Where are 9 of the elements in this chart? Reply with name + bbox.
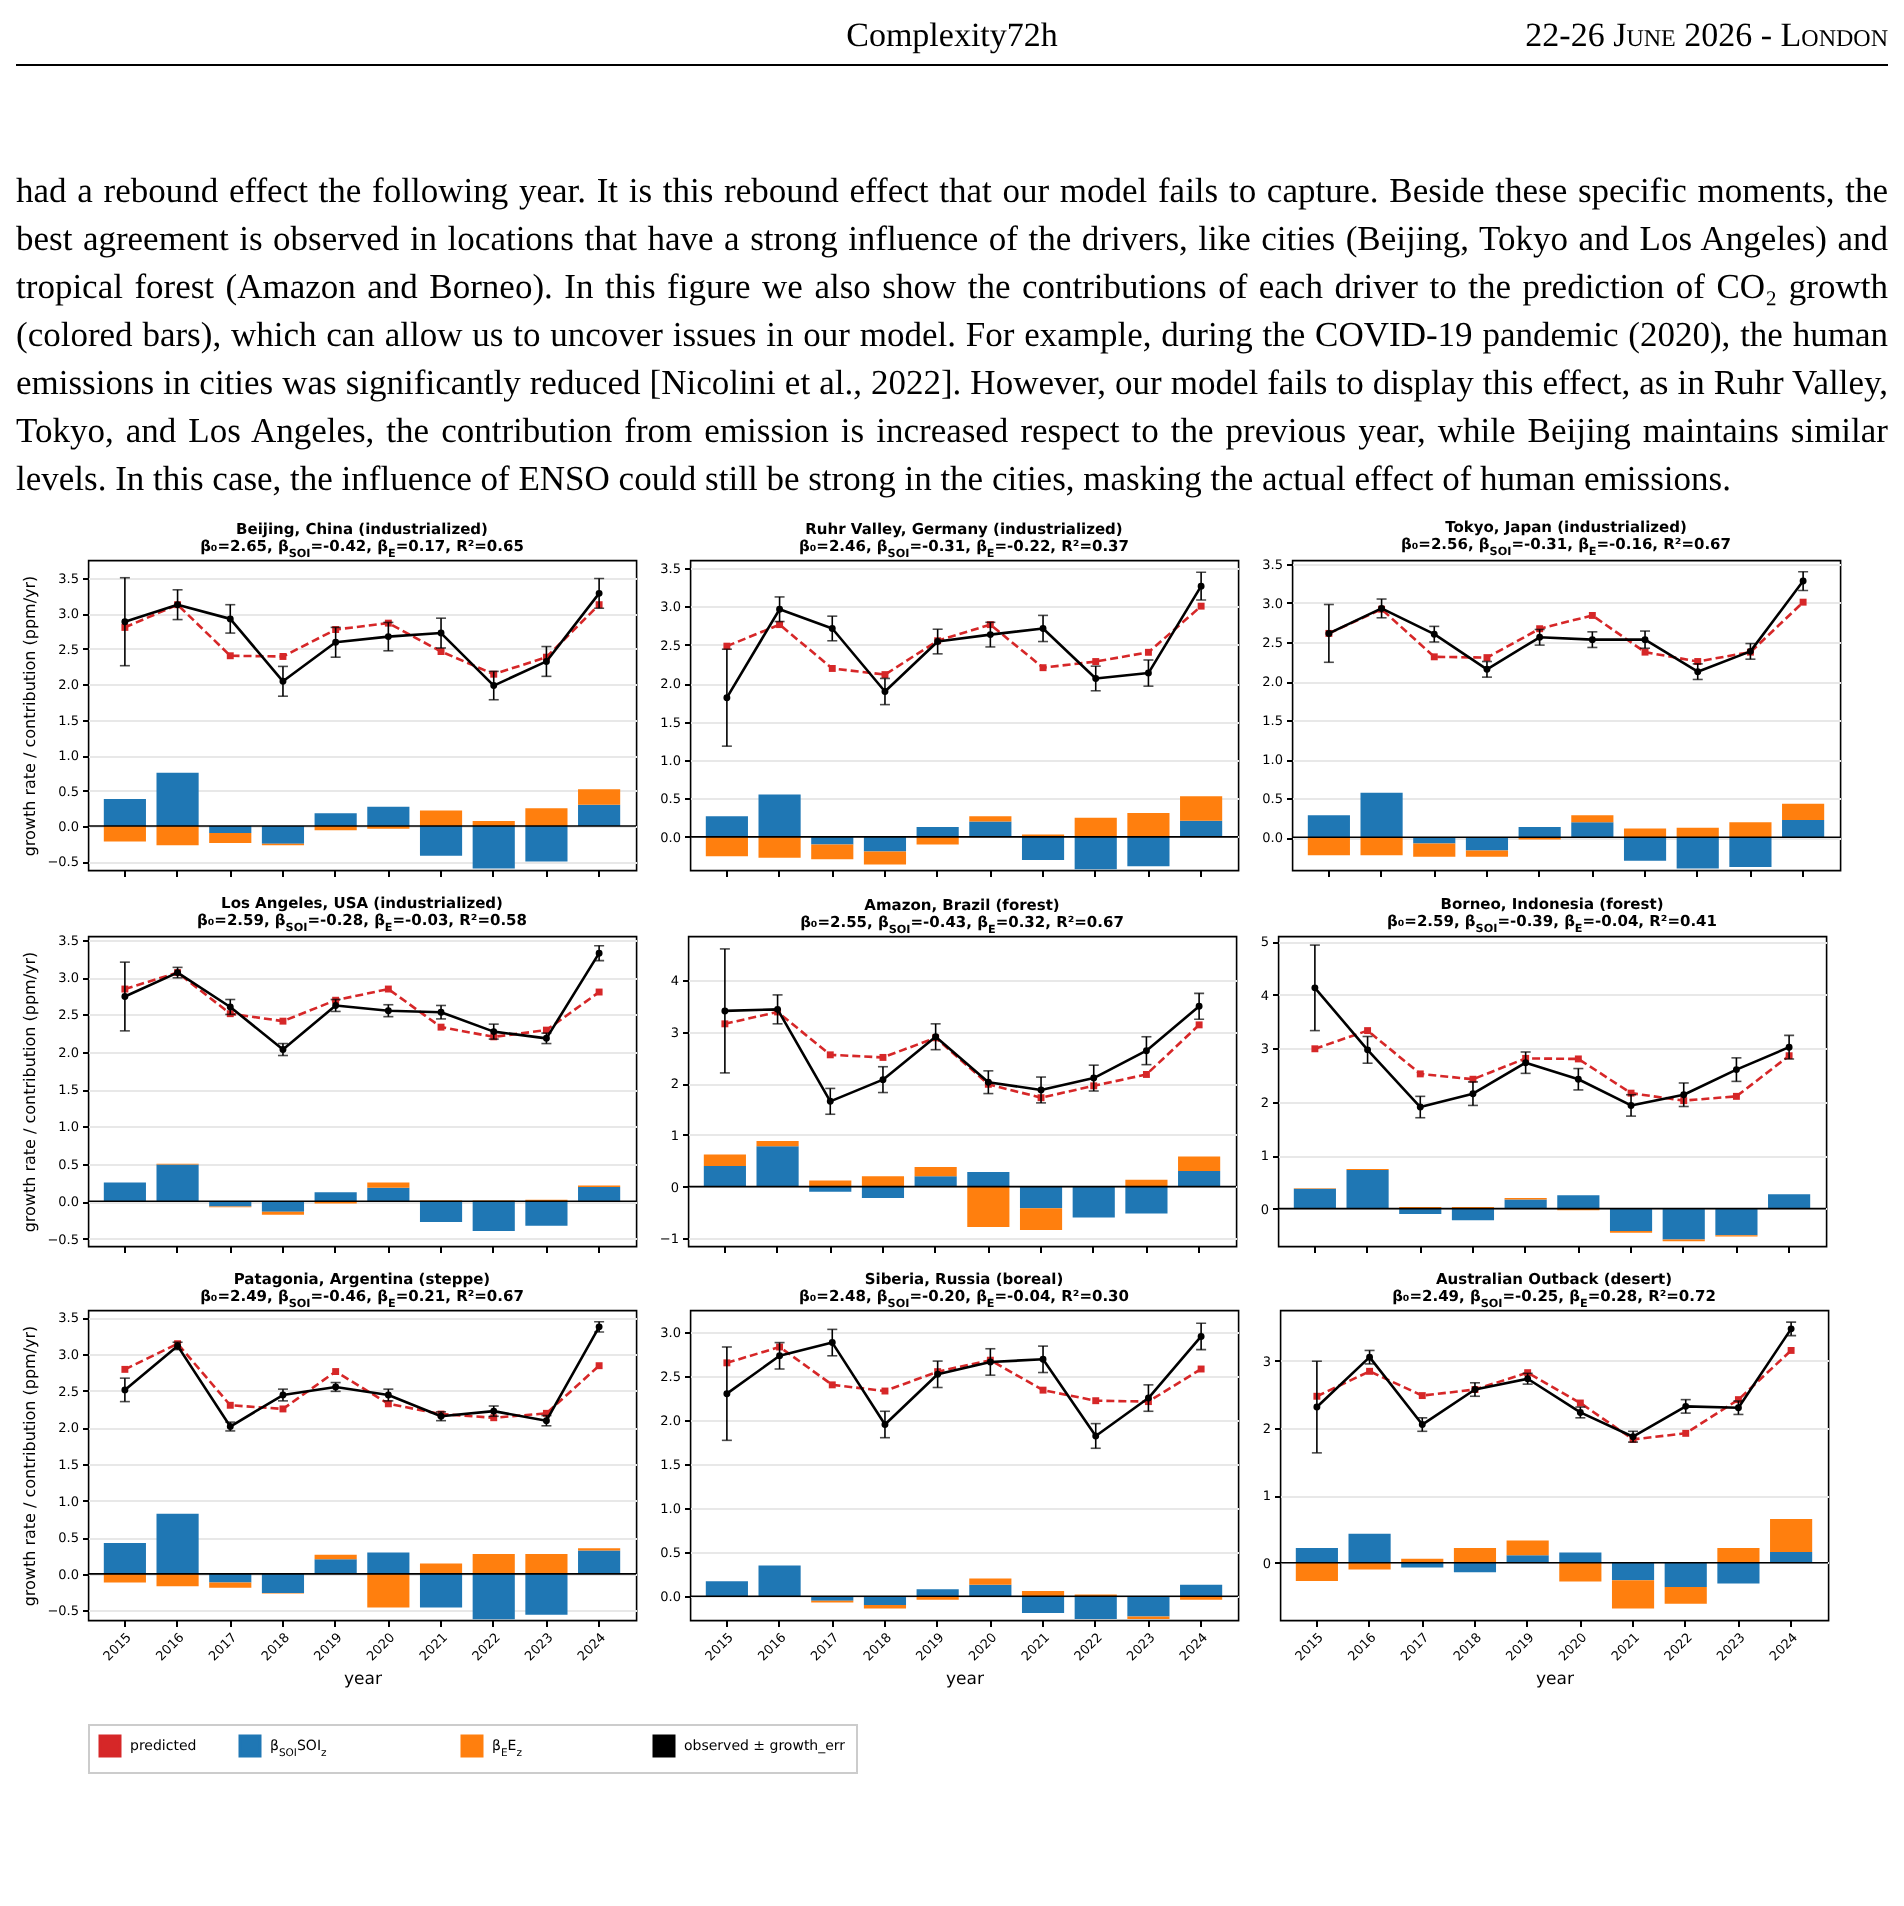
y-axis-title: growth rate / contribution (ppm/yr)	[21, 575, 40, 857]
text: had a rebound effect the following year. It is this rebound effect that our model fails to capture. Beside these specific moments, the best agreement is observed in locations that have a strong influence of the drivers, like cities (Beijing, Tokyo and Los Angeles) and tropical forest (Amazon and Borneo). In this figure we also show the contributions of each driver to the prediction of CO₂ growth (colored bars), which can allow us to uncover issues in our model. For example, during the COVID-19 pandemic (2020), the human emissions in cities was significantly reduced [Nicolini et al., 2022]. However, our model fails to display this effect, as in Ruhr Valley, Tokyo, and Los Angeles, the contribution from emission is increased respect to the previous year, while Beijing maintains similar levels. In this case, the influence of ENSO could still be strong in the cities, masking the actual effect of human emissions.	[16, 168, 1888, 502]
y-axis-title: growth rate / contribution (ppm/yr)	[21, 1325, 40, 1607]
x-axis-title: year	[1536, 1669, 1575, 1690]
text: 22-26 June 2026 - London	[1525, 16, 1888, 56]
text: Complexity72h	[846, 16, 1058, 54]
x-axis-title: year	[946, 1669, 985, 1690]
y-axis-title: growth rate / contribution (ppm/yr)	[21, 951, 40, 1233]
x-axis-title: year	[344, 1669, 383, 1690]
